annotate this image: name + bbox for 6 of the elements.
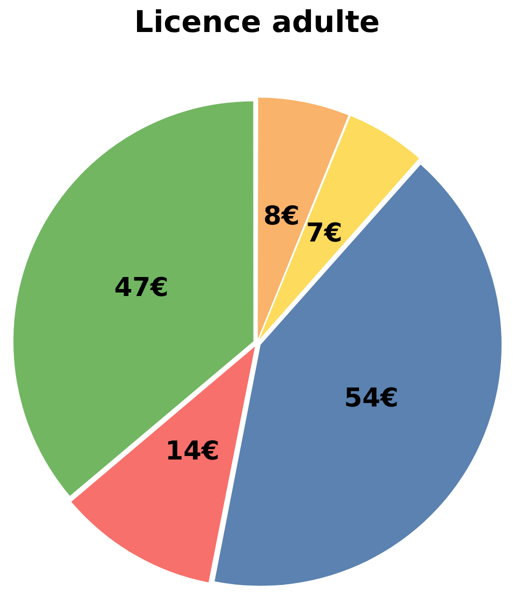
data-label: 8€ <box>263 202 300 232</box>
chart-title: Licence adulte <box>134 4 380 40</box>
data-label: 7€ <box>306 218 342 248</box>
data-label: 14€ <box>165 436 220 467</box>
data-label: 54€ <box>344 383 398 414</box>
data-label: 47€ <box>114 273 169 304</box>
